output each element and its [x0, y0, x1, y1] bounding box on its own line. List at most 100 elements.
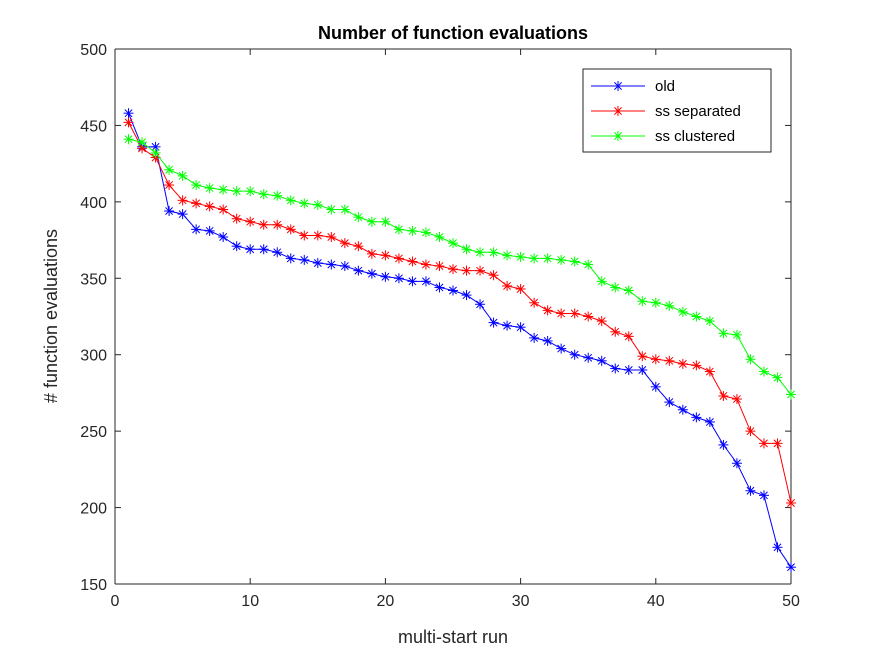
data-point	[556, 254, 567, 265]
data-point	[745, 485, 756, 496]
data-point	[488, 317, 499, 328]
data-point	[380, 250, 391, 261]
data-point	[691, 412, 702, 423]
data-point	[420, 227, 431, 238]
data-point	[191, 224, 202, 235]
data-point	[380, 271, 391, 282]
data-point	[515, 283, 526, 294]
data-point	[650, 381, 661, 392]
data-point	[123, 108, 134, 119]
data-point	[475, 247, 486, 258]
data-point	[434, 232, 445, 243]
legend-entry-ss-clustered: ss clustered	[591, 128, 735, 145]
data-point	[393, 253, 404, 264]
data-point	[461, 244, 472, 255]
data-point	[312, 258, 323, 268]
axes: 0 10 20 30 40 50 150 200 250 300 350 400 450 500	[80, 42, 800, 610]
series-old	[123, 108, 796, 573]
data-point	[502, 250, 513, 261]
data-point	[529, 297, 540, 308]
data-point	[704, 366, 715, 377]
data-point	[339, 261, 350, 272]
data-point	[150, 147, 161, 158]
data-point	[623, 285, 634, 296]
data-point	[312, 230, 323, 241]
data-point	[650, 354, 661, 365]
data-point	[731, 329, 742, 340]
data-point	[245, 216, 256, 227]
x-tick-label: 0	[111, 593, 120, 610]
data-point	[596, 276, 607, 287]
data-point	[475, 299, 486, 310]
data-point	[704, 316, 715, 327]
legend-marker	[613, 106, 623, 116]
data-point	[758, 490, 769, 501]
y-tick-label: 500	[80, 42, 107, 59]
data-point	[556, 343, 567, 354]
data-point	[677, 404, 688, 415]
data-point	[407, 225, 418, 236]
data-point	[285, 224, 296, 235]
data-point	[691, 311, 702, 322]
data-point	[420, 276, 431, 287]
data-point	[164, 164, 175, 175]
data-point	[610, 363, 621, 374]
data-point	[583, 259, 594, 270]
data-point	[569, 256, 580, 267]
legend-label: old	[655, 78, 675, 95]
data-point	[137, 137, 148, 148]
y-tick-label: 200	[80, 501, 107, 518]
data-point	[691, 360, 702, 371]
chart-title: Number of function evaluations	[318, 23, 588, 43]
data-point	[177, 170, 188, 181]
data-point	[366, 268, 377, 279]
y-axis-label: # function evaluations	[41, 229, 61, 403]
legend-marker	[613, 131, 623, 141]
data-point	[529, 253, 540, 264]
series-layer	[123, 108, 796, 573]
data-point	[596, 316, 607, 327]
data-point	[583, 352, 594, 363]
x-tick-label: 20	[377, 593, 395, 610]
x-tick-label: 10	[241, 593, 259, 610]
series-line-old	[128, 113, 792, 568]
data-point	[339, 204, 350, 215]
legend-label: ss separated	[655, 103, 741, 120]
y-tick-label: 350	[80, 271, 107, 288]
data-point	[610, 282, 621, 293]
data-point	[258, 219, 269, 230]
data-point	[218, 184, 229, 195]
data-point	[380, 216, 391, 227]
data-point	[123, 134, 134, 145]
data-point	[596, 355, 607, 366]
data-point	[718, 390, 729, 401]
data-point	[502, 280, 513, 291]
data-point	[366, 248, 377, 259]
data-point	[610, 326, 621, 337]
data-point	[420, 259, 431, 270]
data-point	[569, 308, 580, 319]
data-point	[745, 354, 756, 365]
data-point	[191, 180, 202, 191]
data-point	[245, 244, 256, 255]
data-point	[637, 351, 648, 362]
data-point	[231, 213, 242, 224]
data-point	[786, 562, 796, 573]
data-point	[664, 397, 675, 408]
data-point	[218, 204, 229, 215]
data-point	[542, 305, 553, 316]
data-point	[204, 225, 215, 236]
y-tick-label: 250	[80, 424, 107, 441]
data-point	[704, 416, 715, 427]
data-point	[434, 282, 445, 293]
data-point	[258, 244, 269, 255]
data-point	[393, 224, 404, 235]
x-tick-label: 50	[782, 593, 800, 610]
data-point	[448, 264, 458, 275]
legend-marker	[613, 81, 623, 91]
data-point	[731, 394, 742, 405]
legend: old ss separated ss clustered	[582, 68, 772, 153]
data-point	[664, 355, 675, 366]
y-tick-label: 150	[80, 577, 107, 594]
legend-entry-ss-separated: ss separated	[591, 103, 741, 120]
